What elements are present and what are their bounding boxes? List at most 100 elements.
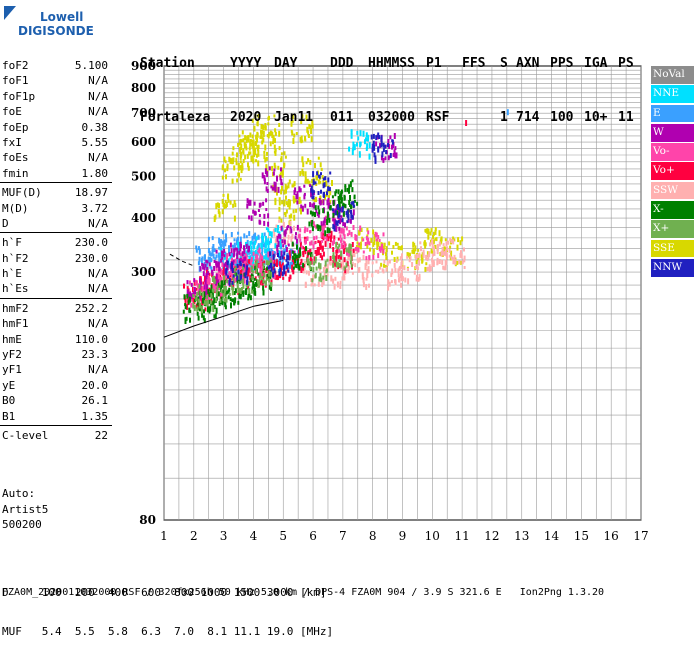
echo-point-sse <box>283 163 286 169</box>
echo-point-w <box>266 188 269 193</box>
legend-item-noval: NoVal <box>651 66 694 84</box>
echo-point-w <box>392 143 395 149</box>
echo-point-ssw <box>448 254 451 258</box>
x-tick-label: 3 <box>220 529 228 543</box>
echo-point-x <box>294 253 297 259</box>
param-separator <box>0 297 112 301</box>
echo-point-vo <box>276 261 278 267</box>
echo-point-e <box>506 109 509 116</box>
echo-point-x <box>262 270 265 274</box>
echo-point-vo <box>262 274 265 281</box>
echo-point-vo <box>220 268 223 272</box>
echo-point-w <box>273 168 276 172</box>
echo-point-e <box>205 263 208 270</box>
header-label: YYYY <box>230 56 262 71</box>
param-row-mufd: MUF(D) 18.97 <box>0 185 112 200</box>
echo-point-nne <box>243 253 246 257</box>
echo-point-vo <box>195 303 198 309</box>
echo-point-vo <box>196 283 199 288</box>
echo-point-sse <box>459 240 462 246</box>
y-tick-label: 200 <box>131 341 156 355</box>
echo-point-sse <box>225 174 227 180</box>
echo-point-sse <box>254 114 257 120</box>
echo-point-nnw <box>391 139 394 143</box>
echo-point-sse <box>294 198 297 203</box>
echo-point-sse <box>246 135 249 142</box>
echo-point-x <box>235 265 238 269</box>
echo-point-e <box>245 235 248 239</box>
echo-point-x <box>338 263 341 268</box>
echo-point-w <box>236 254 239 259</box>
echo-point-e <box>251 252 254 257</box>
x-tick-label: 12 <box>484 529 499 543</box>
echo-point-w <box>220 258 223 263</box>
echo-point-nnw <box>382 142 385 148</box>
echo-point-ssw <box>386 260 389 266</box>
echo-point-x <box>326 216 329 220</box>
echo-point-w <box>224 268 227 274</box>
echo-point-nne <box>367 138 369 142</box>
echo-point-nne <box>265 235 267 240</box>
echo-point-x <box>203 295 206 299</box>
echo-point-nne <box>248 256 251 260</box>
echo-point-x <box>270 282 273 288</box>
echo-point-sse <box>434 229 437 235</box>
header-value: 100 <box>550 110 574 125</box>
echo-point-sse <box>257 114 260 118</box>
echo-point-e <box>248 250 251 255</box>
echo-point-sse <box>245 146 248 151</box>
param-row-foes: foEs N/A <box>0 150 112 165</box>
echo-point-ssw <box>310 278 313 283</box>
echo-point-sse <box>309 159 312 165</box>
echo-point-sse <box>366 227 369 232</box>
echo-point-x <box>209 305 212 312</box>
echo-point-vo <box>223 271 226 276</box>
echo-point-x <box>314 212 316 217</box>
echo-point-sse <box>278 146 281 151</box>
echo-point-sse <box>438 230 441 237</box>
echo-point-sse <box>272 138 275 142</box>
echo-point-ssw <box>323 272 326 278</box>
echo-point-w <box>287 243 290 247</box>
echo-point-w <box>254 211 257 216</box>
echo-point-sse <box>385 256 388 261</box>
echo-point-sse <box>322 180 325 187</box>
echo-point-w <box>208 262 211 267</box>
echo-point-vo <box>372 254 375 260</box>
echo-point-x <box>255 262 258 269</box>
param-name: foEs <box>2 151 29 165</box>
echo-point-x <box>196 291 199 296</box>
echo-point-x <box>233 267 236 272</box>
echo-point-ssw <box>431 263 434 267</box>
echo-point-w <box>309 184 312 187</box>
echo-point-vo <box>200 287 203 292</box>
echo-point-nnw <box>328 187 331 192</box>
echo-point-ssw <box>432 262 435 267</box>
echo-point-nnw <box>389 153 392 158</box>
echo-point-x <box>215 298 218 302</box>
echo-point-vo <box>220 293 223 298</box>
echo-point-x <box>322 208 325 214</box>
echo-point-ssw <box>442 243 445 247</box>
echo-point-sse <box>299 171 302 176</box>
echo-point-vo <box>351 242 354 247</box>
echo-point-e <box>223 239 226 245</box>
echo-point-e <box>284 248 287 253</box>
echo-point-ssw <box>347 255 350 261</box>
echo-point-nnw <box>317 174 320 178</box>
echo-point-nnw <box>312 195 315 200</box>
echo-point-w <box>205 273 208 277</box>
echo-point-nne <box>356 142 358 147</box>
echo-point-vo <box>258 263 261 268</box>
echo-point-sse <box>264 123 267 128</box>
echo-point-sse <box>256 132 259 138</box>
echo-point-vo <box>352 248 355 253</box>
echo-point-vo <box>367 237 370 244</box>
echo-point-w <box>233 249 236 256</box>
echo-point-nnw <box>283 265 285 271</box>
echo-point-w <box>206 260 209 264</box>
auto-version: 500200 <box>2 518 42 531</box>
echo-point-sse <box>241 139 244 143</box>
echo-point-w <box>223 263 226 268</box>
x-tick-label: 14 <box>544 529 560 543</box>
